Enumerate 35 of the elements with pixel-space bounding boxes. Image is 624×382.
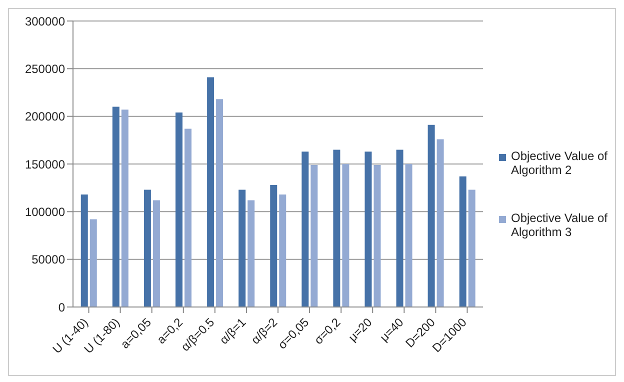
- bar: [152, 200, 160, 307]
- y-tick-label: 300000: [24, 14, 66, 28]
- y-tick-label: 50000: [32, 252, 66, 267]
- bar: [364, 152, 372, 307]
- bar: [238, 190, 246, 307]
- bar: [428, 124, 435, 307]
- bar: [90, 219, 97, 307]
- y-tick-label: 0: [58, 300, 66, 314]
- bar: [270, 184, 278, 307]
- legend-label: Objective Value of Algorithm 2: [511, 149, 608, 177]
- bar: [80, 194, 88, 307]
- bar: [207, 77, 214, 307]
- bar: [310, 164, 318, 307]
- bar: [459, 176, 466, 307]
- bar: [279, 194, 286, 307]
- bar: [144, 190, 151, 307]
- bar: [374, 164, 381, 307]
- bar: [342, 164, 350, 307]
- bar: [216, 99, 224, 307]
- y-tick-label: 200000: [24, 110, 66, 124]
- bar: [333, 150, 340, 307]
- y-tick-label: 100000: [24, 204, 66, 219]
- bar: [112, 106, 120, 307]
- bar: [121, 110, 128, 307]
- bar: [176, 112, 182, 307]
- legend-label: Objective Value of Algorithm 3: [511, 211, 608, 239]
- bar: [184, 128, 192, 307]
- bar: [248, 200, 255, 307]
- bar: [405, 164, 412, 307]
- y-tick-label: 250000: [24, 62, 66, 76]
- bar: [302, 152, 309, 307]
- bar: [396, 150, 404, 307]
- bar: [468, 190, 476, 307]
- y-tick-label: 150000: [24, 157, 66, 172]
- bar: [436, 139, 444, 307]
